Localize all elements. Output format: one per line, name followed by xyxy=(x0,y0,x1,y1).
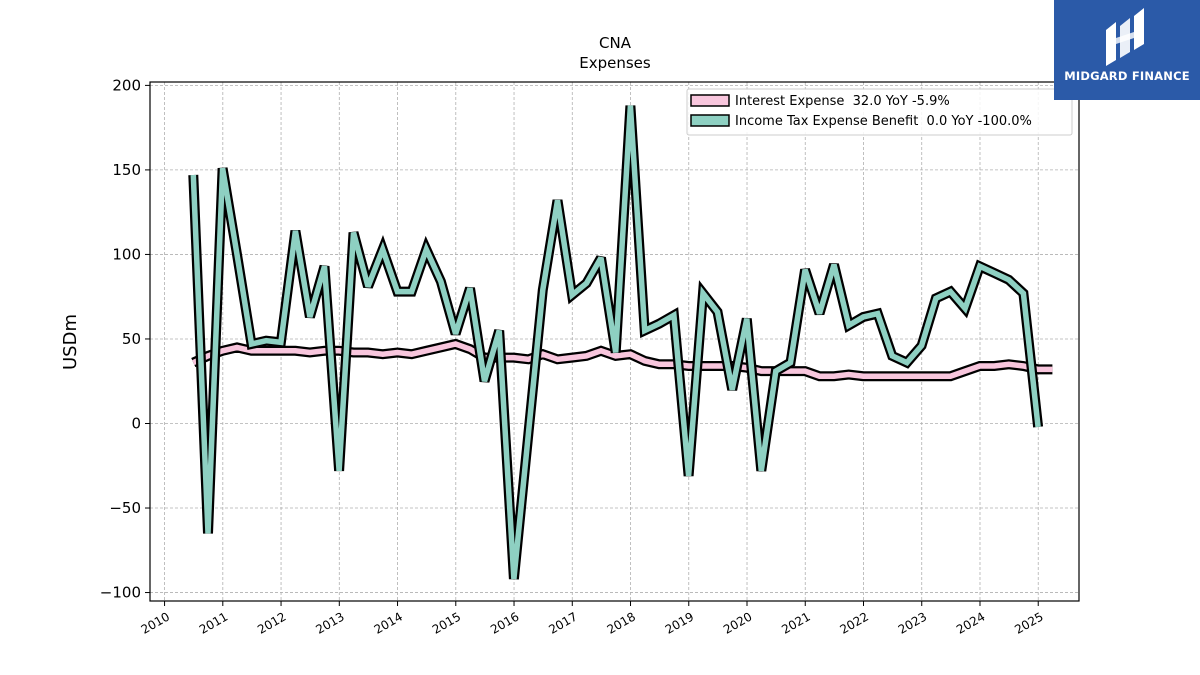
logo-mark-icon xyxy=(1106,8,1144,66)
x-tick-label: 2017 xyxy=(546,609,579,636)
midgard-finance-logo: MIDGARD FINANCE xyxy=(1054,0,1200,100)
y-tick-label: 150 xyxy=(112,161,141,179)
chart-title: CNA xyxy=(599,34,632,52)
legend: Interest Expense 32.0 YoY -5.9% Income T… xyxy=(686,88,1073,136)
logo-text: MIDGARD FINANCE xyxy=(1064,69,1190,83)
legend-label-interest-expense: Interest Expense 32.0 YoY -5.9% xyxy=(735,94,950,109)
legend-swatch-income-tax xyxy=(690,114,730,127)
x-tick-label: 2019 xyxy=(663,609,696,636)
legend-box xyxy=(686,88,1073,136)
legend-label-income-tax: Income Tax Expense Benefit 0.0 YoY -100.… xyxy=(735,114,1032,129)
x-tick-label: 2010 xyxy=(139,609,172,636)
x-tick-label: 2020 xyxy=(721,609,754,636)
legend-swatch-interest-expense xyxy=(690,94,730,107)
series-line-income-tax-expense-benefit xyxy=(190,105,1041,580)
y-tick-label: 50 xyxy=(122,330,141,348)
y-tick-label: 0 xyxy=(131,414,141,432)
x-tick-label: 2012 xyxy=(255,609,288,636)
y-tick-label: −100 xyxy=(100,584,141,602)
y-tick-label: −50 xyxy=(109,499,141,517)
x-tick-label: 2025 xyxy=(1012,609,1045,636)
y-tick-label: 200 xyxy=(112,76,141,94)
x-tick-label: 2015 xyxy=(430,609,463,636)
chart-subtitle: Expenses xyxy=(579,54,651,72)
series-lines xyxy=(188,105,1053,580)
y-axis-label: USDm xyxy=(60,314,81,370)
x-tick-label: 2021 xyxy=(779,609,812,636)
x-tick-label: 2024 xyxy=(954,609,987,636)
x-tick-label: 2023 xyxy=(896,609,929,636)
x-tick-label: 2011 xyxy=(197,609,230,636)
plot-frame xyxy=(149,81,1080,602)
x-tick-label: 2016 xyxy=(488,609,521,636)
x-tick-label: 2022 xyxy=(838,609,871,636)
x-tick-label: 2014 xyxy=(372,609,405,636)
series-line-interest-expense xyxy=(192,341,1053,379)
y-tick-label: 100 xyxy=(112,245,141,263)
x-tick-label: 2018 xyxy=(605,609,638,636)
x-tick-label: 2013 xyxy=(313,609,346,636)
